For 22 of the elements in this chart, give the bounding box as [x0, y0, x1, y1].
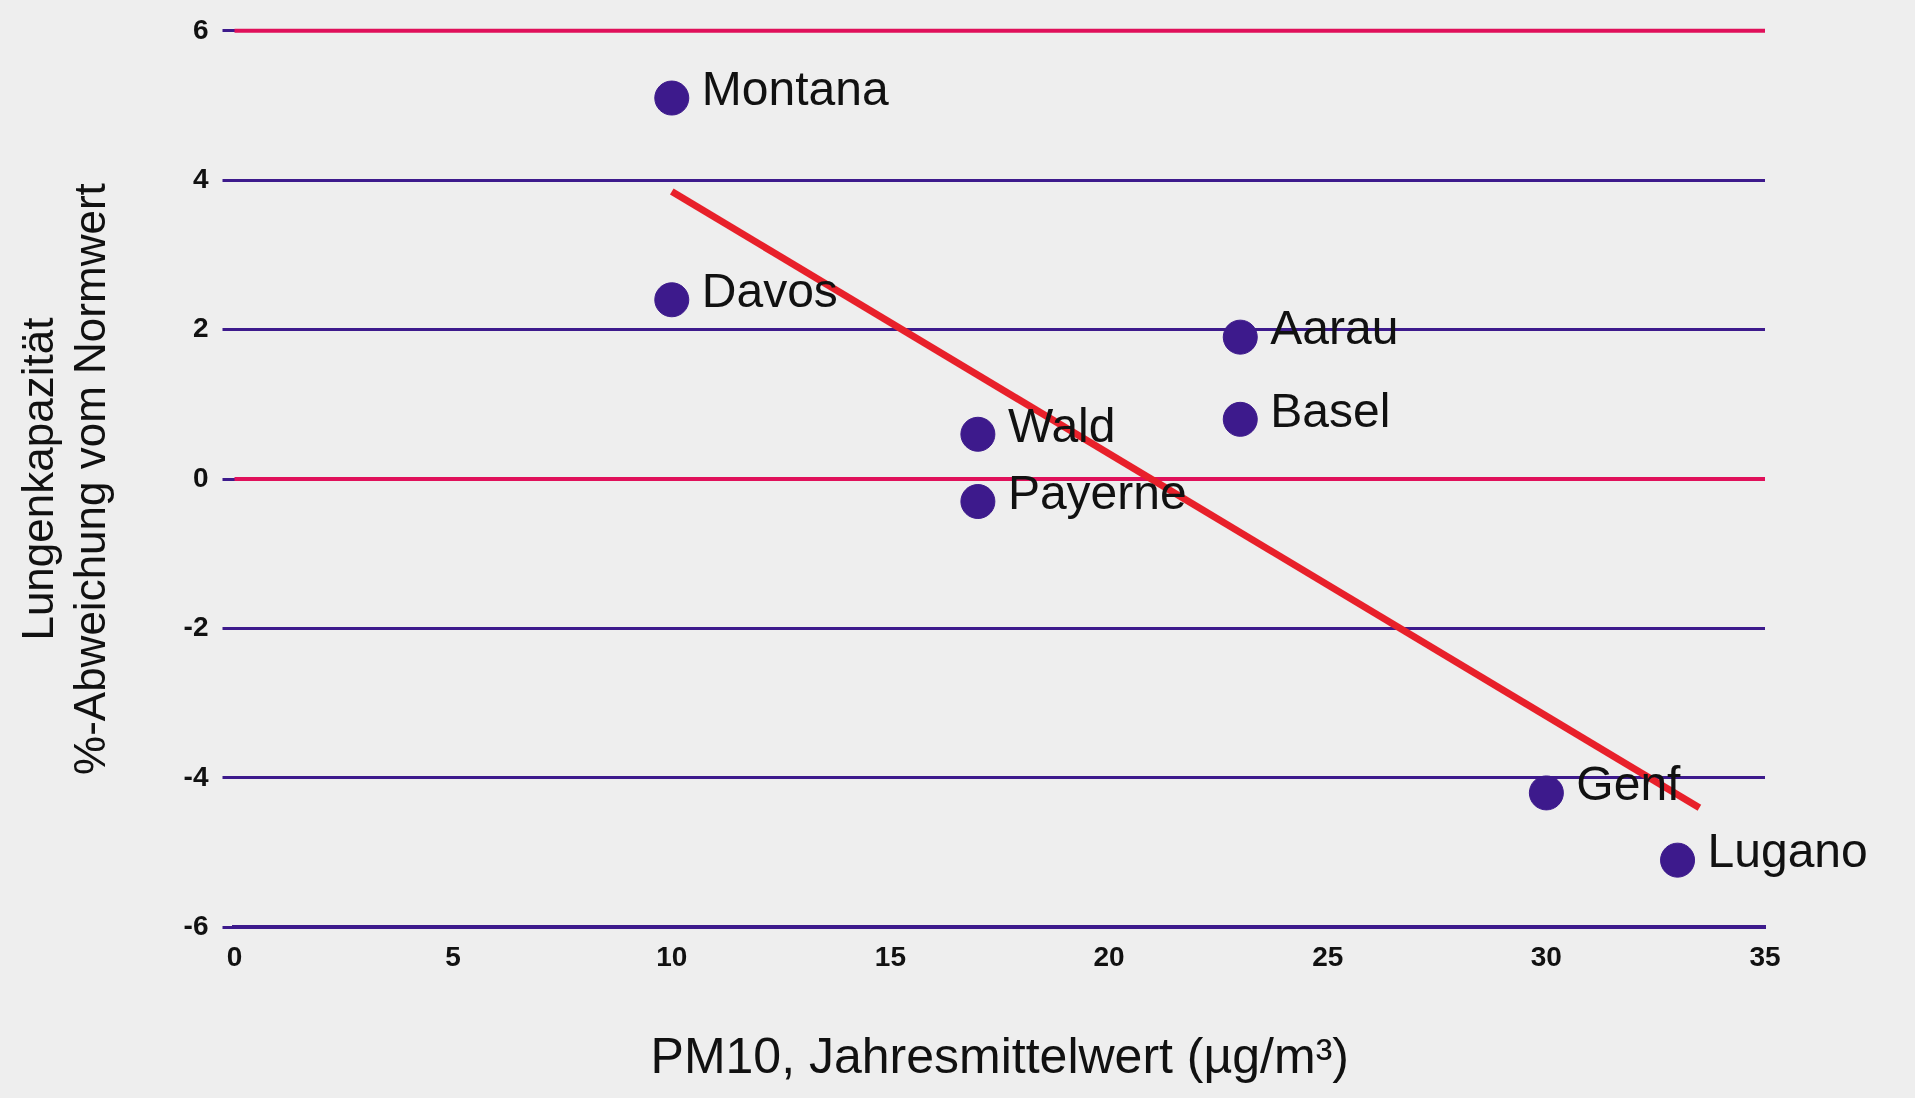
y-tick-label: -6 — [183, 910, 209, 942]
annotation: Basel — [1270, 383, 1391, 437]
x-tick-label: 30 — [1530, 940, 1562, 972]
annotation: Montana — [701, 62, 889, 116]
x-tick-label: 15 — [874, 940, 906, 972]
y-tick-label: 4 — [192, 162, 209, 194]
y-tick-label: -4 — [183, 760, 209, 792]
x-tick-label: 5 — [445, 940, 461, 972]
y-axis-title: Lungenkapazität %-Abweichung vom Normwert — [12, 183, 115, 775]
annotation: Davos — [701, 264, 838, 318]
x-tick-label: 20 — [1093, 940, 1125, 972]
x-tick-label: 35 — [1749, 940, 1781, 972]
annotation: Lugano — [1707, 824, 1868, 878]
x-tick-label: 25 — [1312, 940, 1344, 972]
y-tick-label: -2 — [183, 611, 209, 643]
y-tick-label: 2 — [192, 312, 209, 344]
x-axis-title: PM10, Jahresmittelwert (µg/m³) — [650, 1027, 1349, 1084]
x-tick-label: 0 — [226, 940, 243, 972]
y-tick-label: 0 — [192, 461, 209, 493]
x-tick-label: 10 — [656, 940, 688, 972]
y-tick-label: 6 — [192, 13, 209, 45]
annotation: Payerne — [1007, 465, 1187, 519]
